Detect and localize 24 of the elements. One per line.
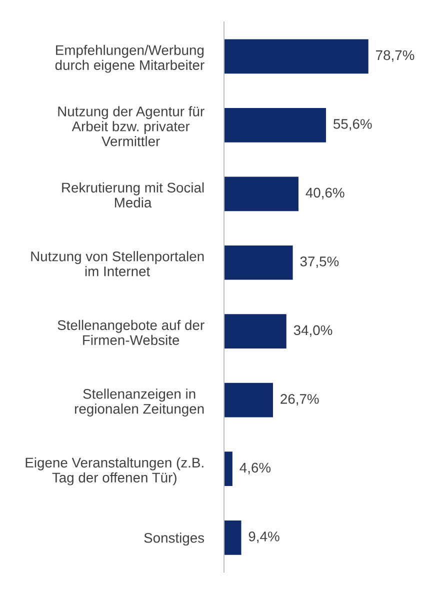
- y-tick-label: Nutzung von Stellenportalen im Internet: [31, 251, 204, 276]
- data-label: 40,6%: [306, 188, 344, 200]
- bar: [224, 39, 368, 74]
- data-label: 37,5%: [300, 256, 339, 268]
- bar: [224, 314, 286, 349]
- data-label: 34,0%: [294, 325, 332, 337]
- bar: [224, 245, 293, 280]
- y-tick-label: Stellenanzeigen in regionalen Zeitungen: [74, 388, 204, 417]
- y-tick-label: Eigene Veranstaltungen (z.B. Tag der offenen Tür): [26, 457, 204, 486]
- data-label: 4,6%: [240, 462, 271, 474]
- bar: [224, 176, 298, 212]
- data-label: 9,4%: [248, 532, 280, 543]
- data-label: 26,7%: [280, 394, 319, 406]
- bar: [224, 520, 242, 555]
- bar: [224, 382, 273, 418]
- bar: [224, 108, 326, 142]
- data-label: 78,7%: [376, 50, 414, 62]
- y-tick-label: Nutzung der Agentur für Arbeit bzw. privater Vermittler: [58, 106, 204, 146]
- data-label: 55,6%: [333, 119, 372, 130]
- y-tick-label: Sonstiges: [144, 532, 204, 546]
- y-tick-label: Stellenangebote auf der Firmen-Website: [58, 320, 204, 346]
- y-tick-label: Rekrutierung mit Social Media: [62, 182, 204, 208]
- bar: [224, 452, 232, 486]
- y-tick-label: Empfehlungen/Werbung durch eigene Mitarbeiter: [55, 44, 204, 73]
